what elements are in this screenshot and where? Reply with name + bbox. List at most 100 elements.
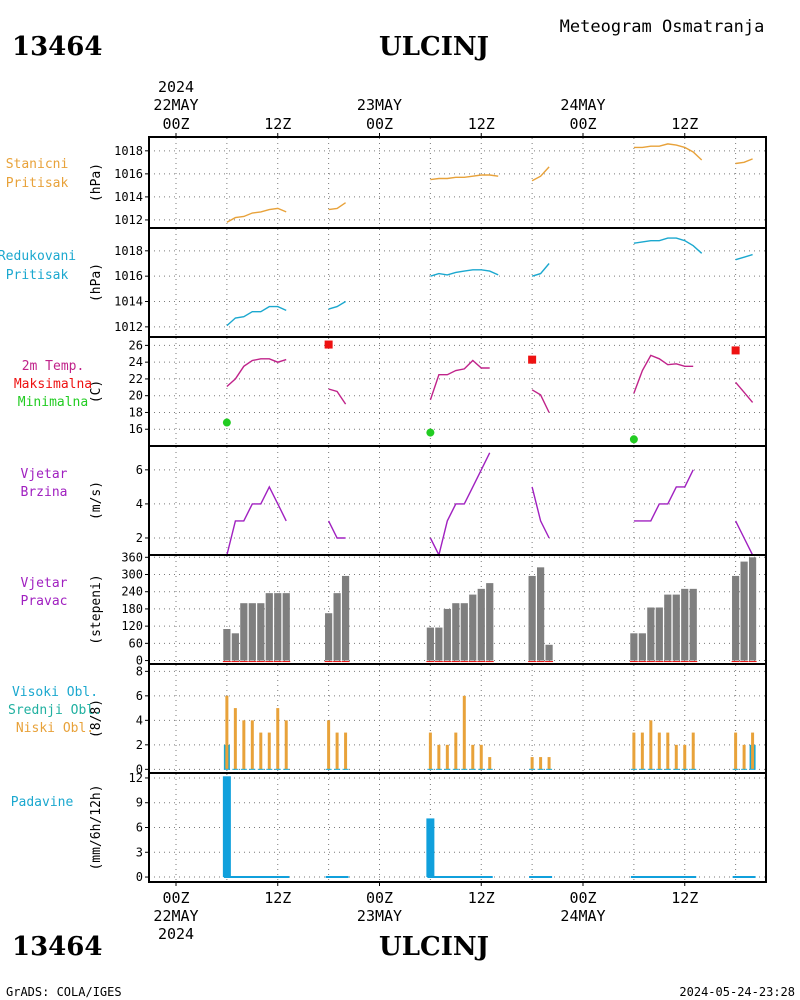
time-tick-label: 00Z	[162, 115, 189, 133]
low-cloud-bar	[225, 695, 229, 770]
low-cloud-bar	[276, 708, 280, 770]
panel-label: Minimalna	[18, 395, 88, 410]
low-cloud-bar	[471, 744, 475, 770]
wind-dir-bar	[452, 603, 460, 661]
wind-dir-bar	[477, 588, 485, 661]
panel-label: Vjetar	[21, 467, 68, 482]
time-tick-label: 00Z	[569, 889, 596, 907]
y-tick-label: 1012	[114, 320, 143, 334]
panel-stanicni: 1012 1014 1016 1018 (hPa) Stanicni Pritisak	[6, 138, 766, 227]
max-temp-marker	[528, 355, 537, 364]
wind-dir-bar	[248, 603, 256, 661]
low-cloud-bar	[327, 720, 331, 770]
low-cloud-bar	[479, 744, 483, 770]
min-temp-marker	[222, 418, 231, 427]
panel-label: Stanicni	[6, 157, 69, 172]
low-cloud-bar	[640, 732, 644, 770]
y-tick-label: 8	[136, 664, 143, 678]
panel-oblaci: 0 2 4 6 8 (8/8)Visoki Obl. Srednji Obl. Niski O…	[8, 663, 766, 776]
wind-dir-bar	[638, 633, 646, 661]
panel-label: Padavine	[11, 795, 74, 810]
unit-label: (8/8)	[89, 699, 104, 738]
wind-dir-bar	[689, 588, 697, 661]
wind-dir-bar	[748, 557, 757, 661]
low-cloud-bar	[462, 695, 466, 770]
y-tick-label: 6	[136, 821, 143, 835]
low-cloud-bar	[259, 732, 263, 770]
date-label: 24MAY	[560, 96, 605, 114]
panel-label: Visoki Obl.	[12, 685, 98, 700]
panel-padavine: 0 3 6 9 12 (mm/6h/12h) Padavine	[11, 771, 766, 884]
station-name-top: ULCINJ	[379, 32, 489, 62]
panel-vjetar_brzina: 2 4 6 (m/s) Vjetar Brzina	[21, 445, 766, 558]
wind-dir-bar	[740, 561, 748, 661]
y-tick-label: 16	[129, 422, 143, 436]
y-tick-label: 18	[129, 405, 143, 419]
series-line	[226, 358, 287, 388]
series-line	[735, 381, 754, 403]
series-line	[633, 237, 703, 254]
wind-dir-bar	[265, 593, 273, 661]
series-line	[429, 452, 491, 558]
year-label: 2024	[158, 925, 194, 943]
max-temp-marker	[731, 346, 740, 355]
station-id-bottom: 13464	[12, 932, 102, 962]
panel-label: Srednji Obl.	[8, 703, 102, 718]
series-line	[633, 143, 703, 161]
low-cloud-bar	[666, 732, 670, 770]
date-label: 23MAY	[357, 96, 402, 114]
wind-dir-bar	[435, 627, 443, 661]
year-label: 2024	[158, 78, 194, 96]
low-cloud-bar	[632, 732, 636, 770]
y-tick-label: 240	[121, 585, 143, 599]
series-line	[633, 354, 694, 394]
series-line	[531, 486, 550, 539]
low-cloud-bar	[267, 732, 271, 770]
product-title: Meteogram Osmatranja	[560, 17, 765, 37]
wind-dir-bar	[545, 644, 553, 661]
unit-label: (stepeni)	[89, 574, 104, 644]
date-label: 24MAY	[560, 907, 605, 925]
time-tick-label: 00Z	[366, 889, 393, 907]
y-tick-label: 180	[121, 602, 143, 616]
low-cloud-bar	[751, 732, 755, 770]
unit-label: (mm/6h/12h)	[89, 784, 104, 870]
max-temp-marker	[324, 340, 333, 349]
panel-label: Pritisak	[6, 176, 69, 191]
wind-dir-bar	[426, 627, 434, 661]
time-tick-label: 00Z	[569, 115, 596, 133]
y-tick-label: 1014	[114, 295, 143, 309]
panel-label: Brzina	[21, 485, 68, 500]
y-tick-label: 6	[136, 689, 143, 703]
low-cloud-bar	[539, 757, 543, 770]
wind-dir-bar	[537, 567, 545, 661]
date-label: 22MAY	[153, 907, 198, 925]
low-cloud-bar	[547, 757, 551, 770]
wind-dir-bar	[672, 594, 680, 661]
unit-label: (hPa)	[89, 163, 104, 202]
series-line	[531, 263, 550, 277]
low-cloud-bar	[344, 732, 348, 770]
panel-temperatura: 16 18 20 22 24 26 (C) 2m Temp. Maksimalna Minimal…	[14, 336, 766, 445]
series-line	[328, 388, 347, 405]
series-line	[429, 359, 490, 401]
date-label: 23MAY	[357, 907, 402, 925]
low-cloud-bar	[530, 757, 534, 770]
wind-dir-bar	[681, 588, 689, 661]
low-cloud-bar	[335, 732, 339, 770]
time-tick-label: 12Z	[671, 889, 698, 907]
series-line	[226, 305, 287, 327]
wind-dir-bar	[240, 603, 248, 661]
time-tick-label: 12Z	[468, 889, 495, 907]
panel-label: Pritisak	[6, 268, 69, 283]
software-credit: GrADS: COLA/IGES	[6, 985, 122, 999]
time-tick-label: 12Z	[671, 115, 698, 133]
y-tick-label: 9	[136, 796, 143, 810]
low-cloud-bar	[649, 720, 653, 770]
y-tick-label: 4	[136, 497, 143, 511]
series-line	[328, 202, 346, 211]
y-tick-label: 1018	[114, 244, 143, 258]
low-cloud-bar	[734, 732, 738, 770]
